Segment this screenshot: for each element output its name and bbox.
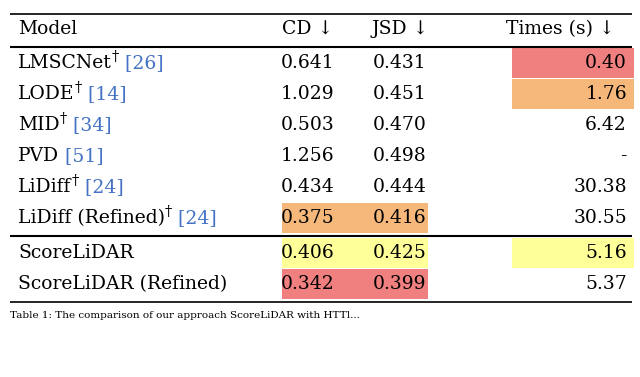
Text: Model: Model bbox=[18, 20, 77, 38]
Text: [24]: [24] bbox=[79, 178, 124, 196]
Text: 30.38: 30.38 bbox=[573, 178, 627, 196]
Text: 0.434: 0.434 bbox=[281, 178, 335, 196]
Text: 0.399: 0.399 bbox=[373, 275, 427, 293]
Text: 0.40: 0.40 bbox=[585, 54, 627, 72]
Text: LODE: LODE bbox=[18, 85, 74, 103]
Bar bbox=[282, 238, 428, 268]
Text: 0.444: 0.444 bbox=[373, 178, 427, 196]
Text: 1.256: 1.256 bbox=[281, 147, 335, 165]
Bar bbox=[282, 269, 428, 299]
Text: ScoreLiDAR: ScoreLiDAR bbox=[18, 244, 134, 262]
Text: CD ↓: CD ↓ bbox=[282, 20, 333, 38]
Text: †: † bbox=[112, 50, 119, 64]
Text: [24]: [24] bbox=[172, 209, 217, 227]
Text: LiDiff: LiDiff bbox=[18, 178, 72, 196]
Text: 0.342: 0.342 bbox=[281, 275, 335, 293]
Text: 0.498: 0.498 bbox=[373, 147, 427, 165]
Text: [34]: [34] bbox=[67, 116, 111, 134]
Bar bbox=[512, 238, 634, 268]
Text: LiDiff (Refined): LiDiff (Refined) bbox=[18, 209, 165, 227]
Text: Table 1: The comparison of our approach ScoreLiDAR with HTTl...: Table 1: The comparison of our approach … bbox=[10, 311, 360, 320]
Text: ScoreLiDAR (Refined): ScoreLiDAR (Refined) bbox=[18, 275, 227, 293]
Text: 0.470: 0.470 bbox=[373, 116, 427, 134]
Text: [14]: [14] bbox=[82, 85, 126, 103]
Bar bbox=[282, 203, 428, 233]
Bar bbox=[512, 48, 634, 78]
Text: [26]: [26] bbox=[119, 54, 164, 72]
Text: 0.503: 0.503 bbox=[281, 116, 335, 134]
Text: 6.42: 6.42 bbox=[585, 116, 627, 134]
Text: 0.641: 0.641 bbox=[281, 54, 335, 72]
Text: LMSCNet: LMSCNet bbox=[18, 54, 112, 72]
Text: 1.029: 1.029 bbox=[281, 85, 335, 103]
Text: -: - bbox=[621, 147, 627, 165]
Text: †: † bbox=[60, 112, 67, 126]
Text: [51]: [51] bbox=[59, 147, 104, 165]
Text: PVD: PVD bbox=[18, 147, 59, 165]
Text: 0.406: 0.406 bbox=[281, 244, 335, 262]
Text: 5.37: 5.37 bbox=[585, 275, 627, 293]
Text: Times (s) ↓: Times (s) ↓ bbox=[506, 20, 614, 38]
Text: 0.451: 0.451 bbox=[373, 85, 427, 103]
Text: †: † bbox=[72, 174, 79, 188]
Text: †: † bbox=[165, 205, 172, 219]
Text: 0.375: 0.375 bbox=[281, 209, 335, 227]
Text: 0.416: 0.416 bbox=[373, 209, 427, 227]
Text: †: † bbox=[74, 81, 82, 95]
Bar bbox=[512, 79, 634, 109]
Text: 30.55: 30.55 bbox=[573, 209, 627, 227]
Text: 0.431: 0.431 bbox=[373, 54, 427, 72]
Text: 5.16: 5.16 bbox=[586, 244, 627, 262]
Text: 1.76: 1.76 bbox=[586, 85, 627, 103]
Text: 0.425: 0.425 bbox=[373, 244, 427, 262]
Text: MID: MID bbox=[18, 116, 60, 134]
Text: JSD ↓: JSD ↓ bbox=[371, 20, 429, 38]
